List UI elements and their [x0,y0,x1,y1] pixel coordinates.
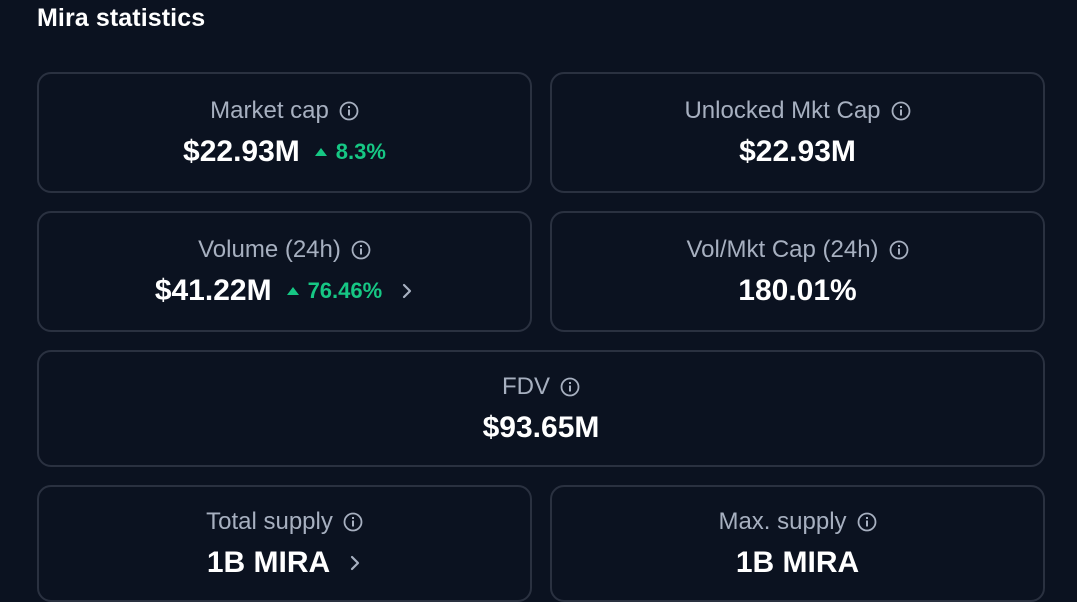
max-supply-value-row: 1B MIRA [736,546,859,580]
triangle-up-icon [314,147,327,156]
volume-24h-change-value: 76.46% [307,277,383,303]
info-icon[interactable] [560,377,580,397]
unlocked-mkt-cap-value-row: $22.93M [739,135,856,169]
info-icon[interactable] [339,101,359,121]
fdv-label-row: FDV [502,373,580,401]
total-supply-value: 1B MIRA [206,545,331,579]
volume-24h-card[interactable]: Volume (24h) $41.22M 76.46% [37,211,532,332]
max-supply-card: Max. supply 1B MIRA [550,485,1045,602]
info-icon[interactable] [857,512,877,532]
market-cap-value: $22.93M [183,134,300,168]
chevron-right-icon[interactable] [400,281,414,301]
info-icon[interactable] [889,240,909,260]
market-cap-label-row: Market cap [210,97,359,125]
volume-24h-value-row: $41.22M 76.46% [155,274,414,308]
total-supply-value-row: 1B MIRA [207,546,362,580]
vol-mkt-cap-label-row: Vol/Mkt Cap (24h) [686,236,908,264]
fdv-label: FDV [502,372,550,400]
max-supply-label: Max. supply [718,507,847,535]
fdv-value: $93.65M [482,410,600,444]
unlocked-mkt-cap-value: $22.93M [739,134,856,168]
market-cap-value-row: $22.93M 8.3% [183,135,386,169]
unlocked-mkt-cap-label-row: Unlocked Mkt Cap [684,97,910,125]
unlocked-mkt-cap-card: Unlocked Mkt Cap $22.93M [550,72,1045,193]
fdv-card: FDV $93.65M [37,350,1045,467]
chevron-right-icon[interactable] [348,553,362,573]
vol-mkt-cap-card: Vol/Mkt Cap (24h) 180.01% [550,211,1045,332]
market-cap-label: Market cap [210,96,329,124]
total-supply-label-row: Total supply [206,508,363,536]
total-supply-card[interactable]: Total supply 1B MIRA [37,485,532,602]
total-supply-label: Total supply [206,507,333,535]
vol-mkt-cap-label: Vol/Mkt Cap (24h) [686,235,879,263]
market-cap-change: 8.3% [314,135,386,169]
max-supply-value: 1B MIRA [735,545,860,579]
volume-24h-change: 76.46% [286,274,383,308]
vol-mkt-cap-value: 180.01% [738,273,857,307]
market-cap-card: Market cap $22.93M 8.3% [37,72,532,193]
triangle-up-icon [286,286,299,295]
vol-mkt-cap-value-row: 180.01% [738,274,856,308]
market-cap-change-value: 8.3% [335,138,386,164]
volume-24h-value: $41.22M [154,273,272,307]
max-supply-label-row: Max. supply [718,508,876,536]
info-icon[interactable] [343,512,363,532]
info-icon[interactable] [891,101,911,121]
unlocked-mkt-cap-label: Unlocked Mkt Cap [684,96,881,124]
volume-24h-label: Volume (24h) [198,235,341,263]
volume-24h-label-row: Volume (24h) [198,236,371,264]
section-title: Mira statistics [37,4,206,32]
fdv-value-row: $93.65M [483,411,600,445]
info-icon[interactable] [351,240,371,260]
